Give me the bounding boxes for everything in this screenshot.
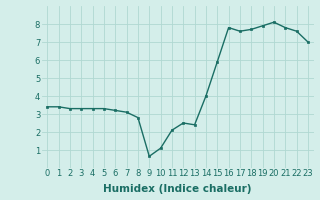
- X-axis label: Humidex (Indice chaleur): Humidex (Indice chaleur): [103, 184, 252, 194]
